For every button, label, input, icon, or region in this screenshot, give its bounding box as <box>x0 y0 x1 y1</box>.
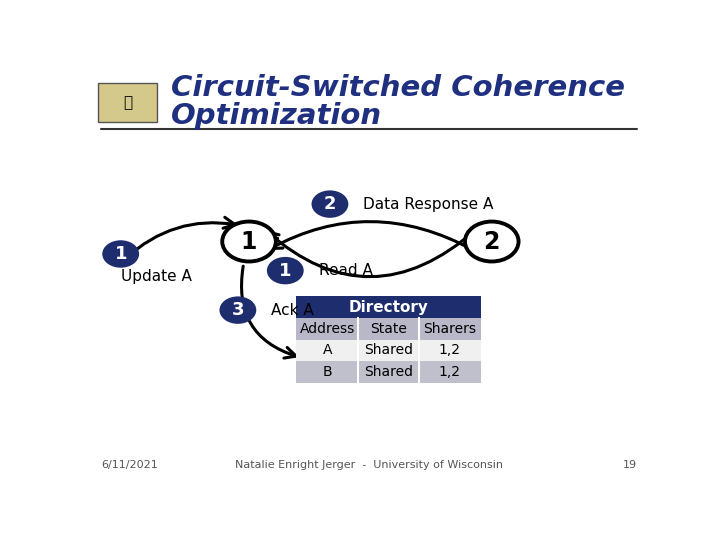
Text: State: State <box>370 322 407 336</box>
Text: 3: 3 <box>232 301 244 319</box>
FancyBboxPatch shape <box>297 340 481 361</box>
FancyBboxPatch shape <box>297 361 481 383</box>
Text: A: A <box>323 343 332 357</box>
Text: 🐄: 🐄 <box>123 94 132 110</box>
Text: Optimization: Optimization <box>171 102 382 130</box>
FancyBboxPatch shape <box>99 83 157 122</box>
Text: 2: 2 <box>324 195 336 213</box>
FancyBboxPatch shape <box>297 296 481 318</box>
Text: 1: 1 <box>241 230 257 253</box>
Text: Shared: Shared <box>364 343 413 357</box>
Text: Circuit-Switched Coherence: Circuit-Switched Coherence <box>171 73 625 102</box>
Text: 1,2: 1,2 <box>439 365 461 379</box>
Circle shape <box>465 221 518 261</box>
Text: Address: Address <box>300 322 355 336</box>
Circle shape <box>312 191 348 218</box>
FancyBboxPatch shape <box>297 318 481 340</box>
Text: 2: 2 <box>484 230 500 253</box>
Circle shape <box>267 257 304 285</box>
Text: 19: 19 <box>623 460 637 470</box>
Text: Directory: Directory <box>348 300 428 315</box>
Text: Data Response A: Data Response A <box>364 197 494 212</box>
Text: 6/11/2021: 6/11/2021 <box>101 460 158 470</box>
Circle shape <box>102 240 139 268</box>
Text: B: B <box>323 365 332 379</box>
Text: Update A: Update A <box>121 269 192 285</box>
Circle shape <box>220 296 256 324</box>
Text: Natalie Enright Jerger  -  University of Wisconsin: Natalie Enright Jerger - University of W… <box>235 460 503 470</box>
Text: 1: 1 <box>114 245 127 263</box>
Text: 1: 1 <box>279 261 292 280</box>
Text: Sharers: Sharers <box>423 322 477 336</box>
Circle shape <box>222 221 276 261</box>
Text: Ack A: Ack A <box>271 302 314 318</box>
Text: 1,2: 1,2 <box>439 343 461 357</box>
Text: Shared: Shared <box>364 365 413 379</box>
Text: Read A: Read A <box>319 263 373 278</box>
